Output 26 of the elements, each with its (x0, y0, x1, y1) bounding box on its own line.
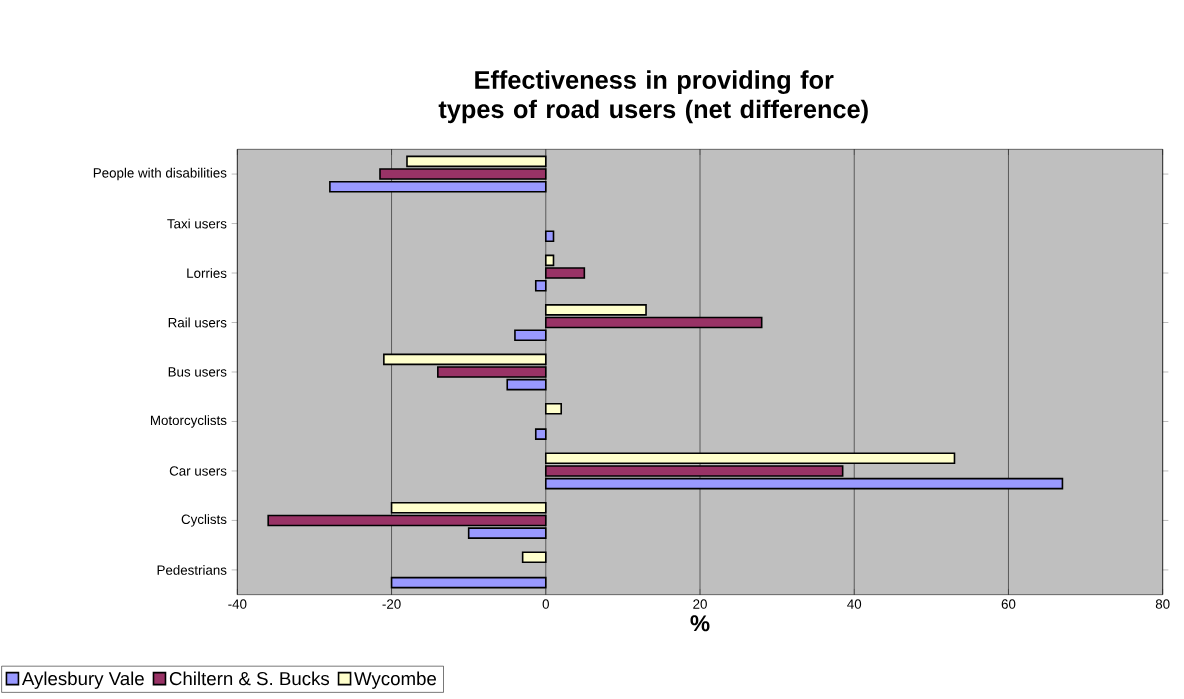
legend-label: Chiltern & S. Bucks (169, 671, 330, 686)
y-tick-label: Rail users (168, 317, 227, 328)
x-tick-label: 60 (1001, 599, 1016, 609)
bar (534, 428, 547, 441)
x-tick-label: 80 (1155, 599, 1170, 609)
y-tick-label: Taxi users (167, 218, 227, 229)
y-tick-label: Lorries (187, 268, 227, 279)
y-tick-label: People with disabilities (93, 168, 227, 181)
y-tick-label: Pedestrians (157, 565, 227, 575)
bar (544, 403, 563, 415)
bar (544, 230, 555, 243)
x-tick-label: 0 (542, 599, 549, 609)
legend-label: Aylesbury Vale (21, 671, 144, 690)
y-tick-label: Bus users (168, 367, 227, 377)
x-axis-title: % (690, 615, 710, 632)
y-tick-label: Car users (169, 466, 227, 476)
x-tick-label: 40 (847, 599, 862, 609)
x-tick-label: -40 (228, 599, 247, 609)
legend-label: Wycombe (354, 671, 437, 690)
bar (390, 576, 547, 589)
y-tick-label: Cyclists (181, 514, 227, 527)
y-tick-label: Motorcyclists (150, 415, 227, 428)
bar (521, 551, 547, 564)
x-tick-label: -20 (382, 599, 401, 609)
x-tick-label: 20 (693, 599, 707, 609)
chart-title: Effectiveness in providing for types of road users (net difference) (438, 70, 868, 124)
